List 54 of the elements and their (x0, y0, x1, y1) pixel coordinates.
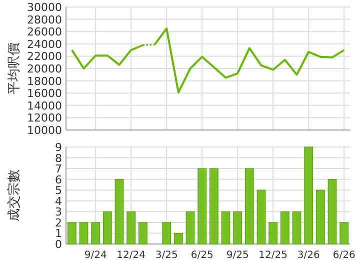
bar (138, 222, 148, 244)
y-tick-label: 24000 (27, 38, 62, 51)
bar (233, 211, 242, 244)
bar (221, 211, 230, 244)
y-tick-label: 6 (55, 173, 62, 186)
bar (256, 190, 266, 244)
y-tick-label: 16000 (27, 87, 62, 100)
bar (209, 168, 218, 244)
y-tick-label: 8 (55, 152, 62, 165)
bar (174, 232, 183, 244)
bar (162, 222, 172, 244)
bar (268, 222, 278, 244)
y-tick-label: 3 (55, 206, 62, 219)
y-tick-label: 1 (55, 227, 62, 240)
y-tick-label: 30000 (27, 1, 62, 14)
bar (304, 146, 314, 244)
y-tick-label: 12000 (27, 112, 62, 125)
y-tick-label: 2 (55, 216, 62, 230)
bar (102, 211, 112, 244)
bar (186, 211, 195, 244)
bar (244, 168, 254, 244)
x-tick-label: 12/25 (258, 250, 288, 261)
bar (280, 211, 290, 244)
y-axis-title: 平均呎價 (7, 42, 22, 94)
x-tick-label: 3/26 (297, 250, 320, 261)
bar (340, 222, 349, 244)
x-tick-label: 3/25 (155, 250, 178, 261)
y-tick-label: 0 (55, 238, 62, 251)
y-tick-label: 20000 (27, 62, 62, 76)
bar (79, 222, 88, 244)
y-axis-title: 成交宗數 (6, 170, 22, 222)
bar (292, 211, 302, 244)
y-tick-label: 14000 (27, 99, 62, 112)
x-tick-label: 6/26 (332, 250, 356, 261)
y-tick-label: 5 (55, 184, 62, 198)
bar (67, 222, 76, 244)
y-tick-label: 10000 (27, 124, 62, 137)
bar (316, 190, 325, 244)
y-tick-label: 18000 (27, 74, 62, 88)
bar (126, 211, 136, 244)
x-tick-label: 9/25 (226, 250, 249, 261)
y-tick-label: 26000 (27, 26, 62, 39)
bar (198, 168, 207, 244)
y-tick-label: 22000 (27, 50, 62, 64)
bar (91, 222, 100, 244)
bar (114, 179, 124, 244)
x-tick-label: 9/24 (84, 250, 107, 261)
bar (328, 179, 337, 244)
y-tick-label: 28000 (27, 13, 62, 26)
y-tick-label: 9 (55, 141, 62, 154)
x-tick-label: 12/24 (116, 250, 146, 261)
x-tick-label: 6/25 (190, 250, 214, 261)
y-tick-label: 7 (55, 162, 62, 176)
y-tick-label: 4 (55, 194, 62, 208)
